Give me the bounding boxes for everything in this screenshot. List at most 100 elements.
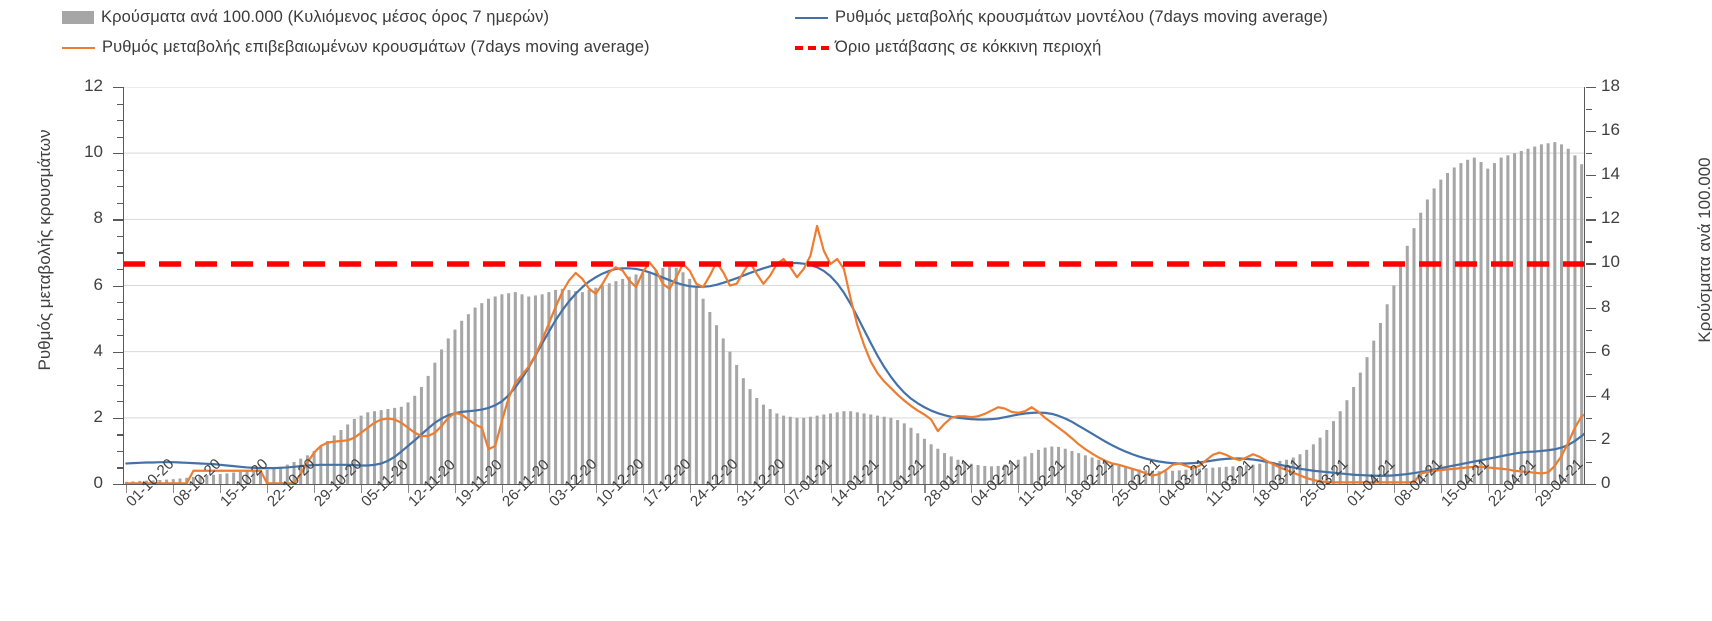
y-axis-right-tick: [1586, 175, 1596, 177]
y-axis-right-tick: [1586, 131, 1596, 133]
x-axis-tick: [689, 485, 691, 493]
y-axis-right-tick-label: 8: [1601, 296, 1611, 316]
x-axis-tick: [642, 485, 644, 493]
y-axis-left-tick: [117, 235, 123, 238]
x-axis-tick: [971, 485, 973, 493]
y-axis-left-tick-label: 2: [93, 406, 103, 426]
x-axis-tick: [877, 485, 879, 493]
y-axis-left-tick: [117, 202, 123, 204]
chart-legend: Κρούσματα ανά 100.000 (Κυλιόμενος μέσος …: [0, 0, 1712, 62]
x-axis-tick: [924, 485, 926, 493]
dashed-line-swatch-icon: [795, 45, 829, 50]
y-axis-left-tick: [117, 103, 123, 105]
y-axis-left-title: Ρυθμός μεταβολής κρουσμάτων: [35, 129, 54, 371]
y-axis-right-tick-label: 6: [1601, 340, 1611, 360]
y-axis-right-tick: [1586, 263, 1596, 265]
y-axis-left-tick: [117, 136, 123, 138]
x-axis-tick: [830, 485, 832, 493]
x-axis-tick: [1018, 485, 1020, 493]
x-axis-tick: [267, 485, 269, 493]
y-axis-right-tick: [1586, 285, 1592, 287]
y-axis-left-tick: [117, 434, 123, 436]
y-axis-left-tick-label: 0: [93, 473, 103, 492]
line-swatch-icon: [62, 46, 95, 49]
x-axis-tick: [1159, 485, 1161, 493]
y-axis-right-tick: [1586, 395, 1596, 397]
x-axis-tick: [1440, 485, 1442, 493]
chart-canvas: [123, 87, 1585, 484]
x-axis-tick: [361, 485, 363, 493]
x-axis-tick: [1206, 485, 1208, 493]
x-axis-tick: [1065, 485, 1067, 493]
y-axis-right-tick-label: 12: [1601, 208, 1620, 228]
y-axis-right-tick-label: 2: [1601, 428, 1611, 448]
y-axis-left-tick: [113, 153, 123, 155]
x-axis-tick: [408, 485, 410, 493]
y-axis-right-tick: [1586, 417, 1592, 420]
y-axis-left-tick: [117, 318, 123, 320]
x-axis-tick: [1299, 485, 1302, 493]
legend-item-cases-per-100k: Κρούσματα ανά 100.000 (Κυλιόμενος μέσος …: [62, 8, 549, 27]
y-axis-right-tick-label: 10: [1601, 252, 1620, 272]
y-axis-left-tick: [113, 285, 123, 287]
y-axis-right-title: Κρούσματα ανά 100.000: [1695, 157, 1712, 343]
legend-label: Κρούσματα ανά 100.000 (Κυλιόμενος μέσος …: [101, 8, 550, 26]
y-axis-right-tick-label: 18: [1601, 76, 1620, 95]
x-axis-tick: [126, 485, 128, 493]
y-axis-right-tick: [1586, 461, 1592, 464]
y-axis-right-tick-label: 16: [1601, 120, 1620, 140]
y-axis-right-tick: [1586, 439, 1596, 442]
y-axis-right-tick: [1586, 109, 1592, 111]
y-axis-left-line: [123, 87, 125, 485]
y-axis-right-tick: [1586, 87, 1596, 89]
x-axis-tick: [595, 485, 597, 493]
y-axis-left-tick: [117, 467, 123, 469]
y-axis-left-tick: [113, 351, 123, 353]
y-axis-left-tick: [117, 335, 123, 337]
y-axis-right-tick-label: 0: [1601, 473, 1611, 492]
y-axis-right-tick: [1586, 219, 1596, 221]
x-axis-tick: [1346, 485, 1349, 493]
line-series-group: [125, 224, 1585, 484]
y-axis-left-tick-label: 6: [93, 274, 103, 294]
y-axis-left-tick-label: 10: [84, 142, 103, 162]
y-axis-left-tick: [113, 219, 123, 221]
y-axis-right-tick: [1586, 197, 1592, 199]
y-axis-left-tick: [113, 417, 123, 420]
y-axis-left-tick: [117, 120, 123, 122]
y-axis-right-tick-label: 4: [1601, 384, 1611, 404]
y-axis-left-tick: [117, 368, 123, 370]
y-axis-left-tick: [113, 87, 123, 89]
x-axis-tick: [314, 485, 316, 493]
legend-item-confirmed-rate: Ρυθμός μεταβολής επιβεβαιωμένων κρουσμάτ…: [62, 38, 650, 57]
x-axis-tick: [783, 485, 785, 493]
y-axis-right-tick: [1586, 351, 1596, 353]
bar-swatch-icon: [62, 11, 94, 24]
y-axis-left-tick: [117, 186, 123, 188]
legend-label: Ρυθμός μεταβολής επιβεβαιωμένων κρουσμάτ…: [102, 38, 650, 56]
y-axis-left-tick: [117, 401, 123, 403]
x-axis-tick: [1534, 485, 1536, 493]
y-axis-left-tick-label: 8: [93, 208, 103, 228]
x-axis-tick: [548, 485, 550, 493]
x-axis-tick: [454, 485, 457, 493]
y-axis-left-tick: [117, 450, 123, 453]
y-axis-left-tick: [117, 252, 123, 254]
legend-label: Ρυθμός μεταβολής κρουσμάτων μοντέλου (7d…: [835, 8, 1328, 26]
x-axis-line: [123, 484, 1586, 486]
legend-item-model-rate: Ρυθμός μεταβολής κρουσμάτων μοντέλου (7d…: [795, 8, 1328, 27]
y-axis-right-tick-label: 14: [1601, 164, 1620, 184]
y-axis-right-tick: [1586, 153, 1592, 155]
x-axis-tick: [1393, 485, 1395, 493]
x-axis-tick: [173, 485, 175, 493]
x-axis-tick: [1487, 485, 1489, 493]
x-axis-tick: [220, 485, 222, 493]
y-axis-left-tick: [117, 268, 123, 271]
legend-label: Όριο μετάβασης σε κόκκινη περιοχή: [835, 38, 1102, 56]
y-axis-right-line: [1584, 87, 1586, 485]
y-axis-left-tick-label: 12: [84, 76, 103, 95]
x-axis-tick: [501, 485, 503, 493]
legend-item-threshold: Όριο μετάβασης σε κόκκινη περιοχή: [795, 38, 1101, 57]
y-axis-left-tick: [117, 384, 123, 386]
